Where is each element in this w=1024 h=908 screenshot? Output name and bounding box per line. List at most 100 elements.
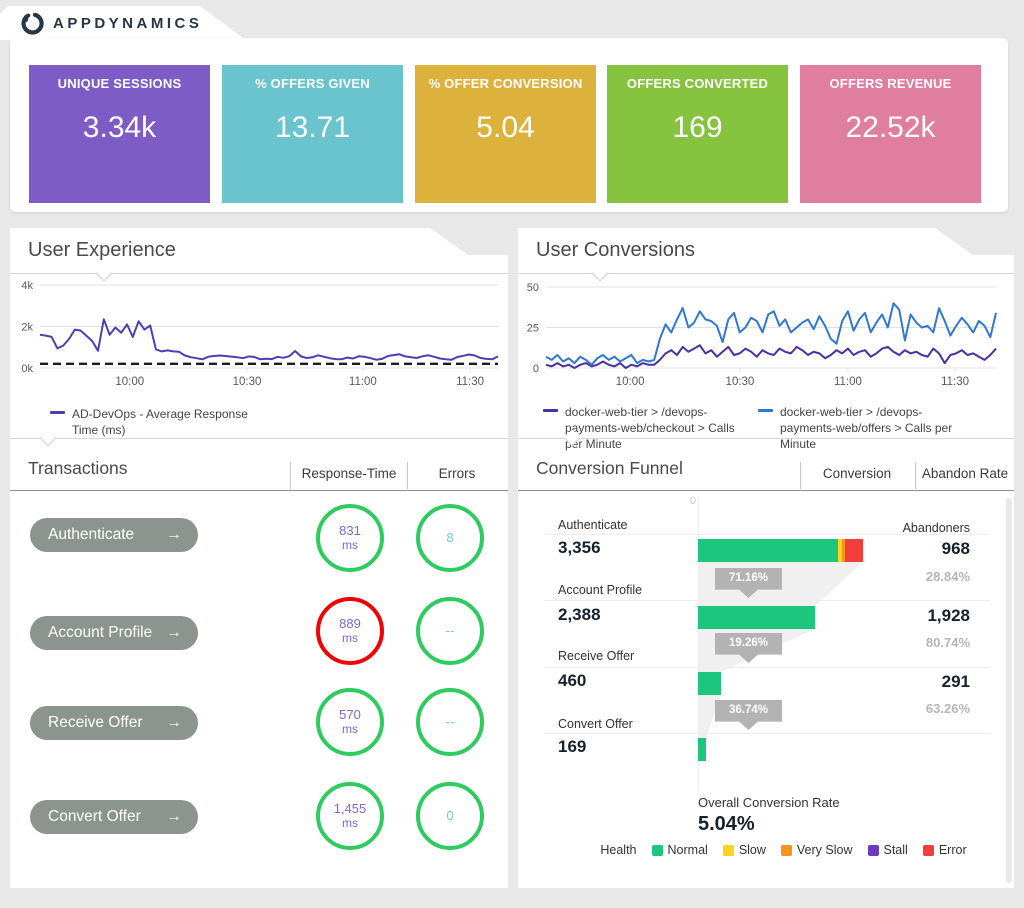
- errors-value: 0: [446, 807, 454, 823]
- funnel-bar-segment-slow: [837, 539, 842, 562]
- funnel-bar-account-profile: [698, 606, 816, 629]
- kpi-value: 169: [672, 111, 723, 144]
- x-axis-tick-label: 10:30: [726, 376, 755, 388]
- funnel-row-rule: [544, 733, 990, 734]
- abandoners-header: Abandoners: [902, 521, 970, 535]
- health-legend-item: Stall: [867, 843, 908, 857]
- error-swatch-icon: [922, 844, 934, 856]
- funnel-row-rule: [544, 534, 990, 535]
- kpi-band: UNIQUE SESSIONS 3.34k % OFFERS GIVEN 13.…: [10, 38, 1008, 212]
- divider: [518, 273, 1014, 274]
- response-time-unit: ms: [342, 815, 358, 830]
- health-legend-label: Error: [938, 843, 967, 857]
- y-axis-tick-label: 2k: [21, 322, 33, 334]
- legend-label: AD-DevOps - Average Response Time (ms): [72, 407, 248, 438]
- funnel-bar-segment-error: [844, 539, 863, 562]
- stall-swatch-icon: [867, 844, 879, 856]
- response-time-value: 831: [339, 522, 361, 538]
- response-time-value: 1,455: [333, 800, 367, 816]
- health-legend-title: Health: [600, 843, 637, 857]
- response-time-ring[interactable]: 570 ms: [316, 688, 384, 756]
- column-separator: [915, 462, 916, 489]
- funnel-axis-line: [698, 498, 699, 790]
- chart-line: [545, 344, 997, 369]
- transaction-label: Convert Offer: [48, 808, 141, 825]
- errors-value: --: [445, 622, 455, 638]
- funnel-axis-zero: 0: [690, 495, 697, 507]
- column-separator: [290, 462, 291, 489]
- funnel-step-label: Account Profile: [558, 583, 643, 597]
- y-axis-tick-label: 0k: [21, 363, 33, 375]
- kpi-card-offers-revenue[interactable]: OFFERS REVENUE 22.52k: [800, 65, 981, 203]
- kpi-label: UNIQUE SESSIONS: [57, 76, 182, 91]
- x-axis-tick-label: 11:30: [456, 376, 484, 388]
- funnel-step-label: Receive Offer: [558, 649, 635, 663]
- legend-marker: [758, 409, 773, 412]
- appdynamics-logo-icon: [21, 12, 44, 35]
- divider: [10, 438, 508, 439]
- response-time-unit: ms: [342, 721, 358, 736]
- response-time-unit: ms: [342, 537, 358, 552]
- errors-ring[interactable]: --: [416, 688, 484, 756]
- response-time-ring[interactable]: 1,455 ms: [316, 782, 384, 850]
- kpi-card-offers-converted[interactable]: OFFERS CONVERTED 169: [607, 65, 788, 203]
- funnel-bar-convert-offer: [698, 738, 707, 761]
- arrow-right-icon: →: [166, 624, 183, 641]
- transaction-button-receive-offer[interactable]: Receive Offer →: [30, 706, 198, 740]
- tab-notch: [591, 264, 609, 282]
- funnel-step-label: Authenticate: [558, 518, 628, 532]
- kpi-card-offer-conversion[interactable]: % OFFER CONVERSION 5.04: [415, 65, 596, 203]
- kpi-label: % OFFER CONVERSION: [428, 76, 583, 91]
- health-legend: Health Normal Slow Very Slow Stall: [578, 843, 989, 857]
- y-axis-tick-label: 0: [533, 363, 539, 375]
- column-separator: [800, 462, 801, 489]
- divider: [10, 273, 508, 274]
- funnel-bar-segment-very_slow: [841, 539, 845, 562]
- response-time-unit: ms: [342, 630, 358, 645]
- response-time-ring[interactable]: 831 ms: [316, 504, 384, 572]
- user-conversions-chart[interactable]: 0 25 50 10:00 10:30 11:00 11:30: [518, 280, 1014, 388]
- health-legend-label: Slow: [738, 843, 766, 857]
- x-axis-tick-label: 11:00: [834, 376, 862, 388]
- user-experience-panel: User Experience 0k 2k 4k 10:00 10:30 11:00 11:…: [10, 228, 508, 888]
- transaction-button-convert-offer[interactable]: Convert Offer →: [30, 800, 198, 834]
- health-legend-item: Slow: [722, 843, 766, 857]
- y-axis-tick-label: 50: [527, 282, 539, 294]
- health-legend-label: Stall: [883, 843, 908, 857]
- response-time-value: 570: [339, 706, 361, 722]
- chart-line: [39, 318, 499, 361]
- abandon-rate: 63.26%: [925, 701, 970, 716]
- kpi-value: 5.04: [476, 111, 535, 144]
- section-rule: [518, 490, 1014, 491]
- errors-ring[interactable]: 8: [416, 504, 484, 572]
- chart-legend: docker-web-tier > /devops-payments-web/o…: [758, 404, 978, 453]
- column-separator: [407, 462, 408, 489]
- overall-conversion-value: 5.04%: [698, 813, 755, 835]
- app-logo-text: APPDYNAMICS: [53, 14, 203, 32]
- abandoners-value: 1,928: [927, 606, 970, 625]
- abandon-rate: 28.84%: [925, 569, 970, 584]
- transaction-button-authenticate[interactable]: Authenticate →: [30, 518, 198, 552]
- health-legend-item: Very Slow: [780, 843, 853, 857]
- kpi-card-unique-sessions[interactable]: UNIQUE SESSIONS 3.34k: [29, 65, 210, 203]
- x-axis-tick-label: 10:00: [115, 376, 144, 388]
- kpi-card-offers-given[interactable]: % OFFERS GIVEN 13.71: [222, 65, 403, 203]
- user-experience-chart[interactable]: 0k 2k 4k 10:00 10:30 11:00 11:30: [10, 280, 508, 388]
- errors-ring[interactable]: 0: [416, 782, 484, 850]
- conversion-funnel: 0 Authenticate 3,356 Abandoners 968 28.8…: [518, 493, 1014, 888]
- tab-notch: [95, 264, 113, 282]
- response-time-ring[interactable]: 889 ms: [316, 597, 384, 665]
- funnel-row-rule: [544, 600, 990, 601]
- errors-value: --: [445, 713, 455, 729]
- health-legend-item: Normal: [651, 843, 708, 857]
- arrow-right-icon: →: [166, 808, 183, 825]
- errors-ring[interactable]: --: [416, 597, 484, 665]
- legend-marker: [543, 409, 558, 412]
- health-legend-label: Normal: [667, 843, 708, 857]
- funnel-row-rule: [544, 667, 990, 668]
- kpi-label: OFFERS REVENUE: [829, 76, 952, 91]
- transaction-button-account-profile[interactable]: Account Profile →: [30, 616, 198, 650]
- funnel-scrollbar[interactable]: [1006, 498, 1012, 883]
- panel-title: User Experience: [28, 239, 176, 261]
